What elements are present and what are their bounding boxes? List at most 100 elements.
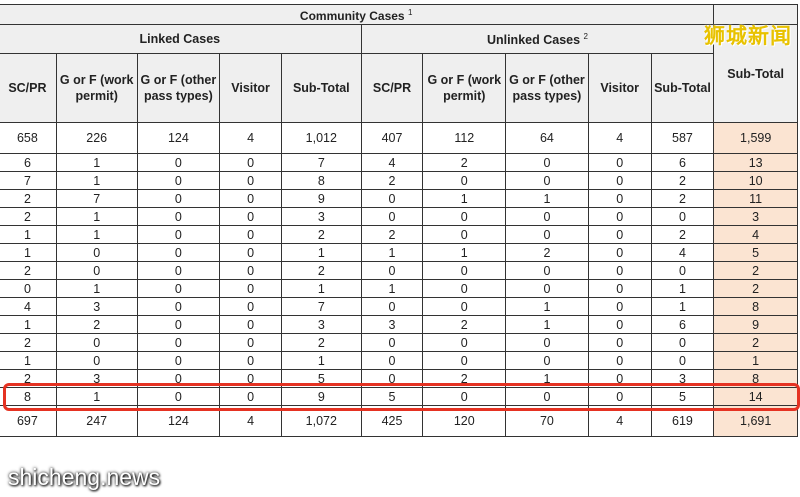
highlighted-row-outline xyxy=(3,382,800,411)
table-cell: 0 xyxy=(587,189,652,208)
unlinked-column-header: G or F (other pass types) xyxy=(505,53,589,123)
table-cell: 1 xyxy=(55,171,138,190)
table-cell: 7 xyxy=(0,171,57,190)
table-cell: 0 xyxy=(219,189,282,208)
unlinked-column-header: SC/PR xyxy=(360,53,424,123)
table-cell: 64 xyxy=(505,122,589,154)
table-cell: 2 xyxy=(0,207,57,226)
table-cell: 0 xyxy=(587,351,652,370)
table-cell: 2 xyxy=(422,153,507,172)
table-cell: 0 xyxy=(219,333,282,352)
table-cell: 0 xyxy=(505,207,589,226)
column-headers: SC/PR G or F (work permit) G or F (other p… xyxy=(0,53,798,123)
table-cell: 0 xyxy=(55,333,138,352)
table-cell: 0 xyxy=(136,351,221,370)
table-cell: 3 xyxy=(360,315,424,334)
table-cell: 0 xyxy=(505,225,589,244)
table-cell: 0 xyxy=(505,333,589,352)
subtotal-cell: 4 xyxy=(713,225,798,244)
table-cell: 0 xyxy=(55,351,138,370)
table-cell: 4 xyxy=(587,122,652,154)
table-cell: 1 xyxy=(55,153,138,172)
table-cell: 6 xyxy=(650,315,715,334)
table-cell: 0 xyxy=(55,243,138,262)
table-cell: 2 xyxy=(281,225,362,244)
table-cell: 0 xyxy=(219,261,282,280)
table-cell: 0 xyxy=(55,261,138,280)
table-cell: 2 xyxy=(0,333,57,352)
table-cell: 1 xyxy=(55,207,138,226)
table-cell: 1 xyxy=(281,279,362,298)
unlinked-column-header: Sub-Total xyxy=(650,53,715,123)
table-cell: 0 xyxy=(219,279,282,298)
table-cell: 9 xyxy=(281,189,362,208)
table-cell: 0 xyxy=(136,243,221,262)
table-title: Community Cases 1 xyxy=(0,4,715,25)
table-cell: 0 xyxy=(587,207,652,226)
table-cell: 0 xyxy=(360,333,424,352)
table-cell: 0 xyxy=(136,207,221,226)
table-cell: 1 xyxy=(422,243,507,262)
table-cell: 1 xyxy=(360,279,424,298)
table-cell: 0 xyxy=(136,153,221,172)
table-cell: 112 xyxy=(422,122,507,154)
table-cell: 2 xyxy=(360,225,424,244)
table-cell: 2 xyxy=(0,189,57,208)
table-cell: 2 xyxy=(650,225,715,244)
table-cell: 1 xyxy=(422,189,507,208)
table-cell: 1,012 xyxy=(281,122,362,154)
linked-column-header: G or F (work permit) xyxy=(55,53,138,123)
table-cell: 2 xyxy=(0,261,57,280)
title-spacer xyxy=(713,4,798,25)
unlinked-cases-header: Unlinked Cases 2 xyxy=(360,24,715,54)
table-cell: 0 xyxy=(422,225,507,244)
subtotal-cell: 8 xyxy=(713,297,798,316)
unlinked-column-header: G or F (work permit) xyxy=(422,53,507,123)
table-cell: 0 xyxy=(360,297,424,316)
table-cell: 0 xyxy=(136,333,221,352)
brand-watermark: 狮城新闻 xyxy=(704,25,792,48)
table-cell: 1 xyxy=(0,315,57,334)
table-cell: 0 xyxy=(587,333,652,352)
table-cell: 0 xyxy=(360,261,424,280)
table-cell: 226 xyxy=(55,122,138,154)
table-cell: 0 xyxy=(422,297,507,316)
subtotal-cell: 2 xyxy=(713,279,798,298)
table-row: 7 1 0 0 8 2 0 0 0 2 10 xyxy=(0,171,798,190)
table-cell: 0 xyxy=(219,207,282,226)
table-cell: 4 xyxy=(650,243,715,262)
linked-column-header: SC/PR xyxy=(0,53,57,123)
table-cell: 0 xyxy=(587,243,652,262)
subtotal-cell: 2 xyxy=(713,261,798,280)
table-cell: 0 xyxy=(587,261,652,280)
subtotal-cell: 5 xyxy=(713,243,798,262)
table-cell: 0 xyxy=(587,153,652,172)
subtotal-cell: 10 xyxy=(713,171,798,190)
table-cell: 0 xyxy=(587,387,652,406)
table-cell: 2 xyxy=(281,261,362,280)
table-cell: 0 xyxy=(505,171,589,190)
table-cell: 0 xyxy=(136,171,221,190)
linked-column-header: Sub-Total xyxy=(281,53,362,123)
table-cell: 1 xyxy=(0,225,57,244)
table-cell: 124 xyxy=(136,122,221,154)
table-cell: 0 xyxy=(360,207,424,226)
subtotal-cell: 1,599 xyxy=(713,122,798,154)
table-cell: 587 xyxy=(650,122,715,154)
table-cell: 0 xyxy=(422,207,507,226)
table-cell: 1 xyxy=(505,297,589,316)
table-cell: 0 xyxy=(219,171,282,190)
table-row: 6 1 0 0 7 4 2 0 0 6 13 xyxy=(0,153,798,172)
site-watermark: shicheng.news xyxy=(8,464,161,490)
table-cell: 0 xyxy=(650,351,715,370)
table-cell: 0 xyxy=(219,225,282,244)
table-cell: 0 xyxy=(422,351,507,370)
table-cell: 0 xyxy=(360,351,424,370)
table-cell: 0 xyxy=(587,171,652,190)
table-cell: 3 xyxy=(281,315,362,334)
